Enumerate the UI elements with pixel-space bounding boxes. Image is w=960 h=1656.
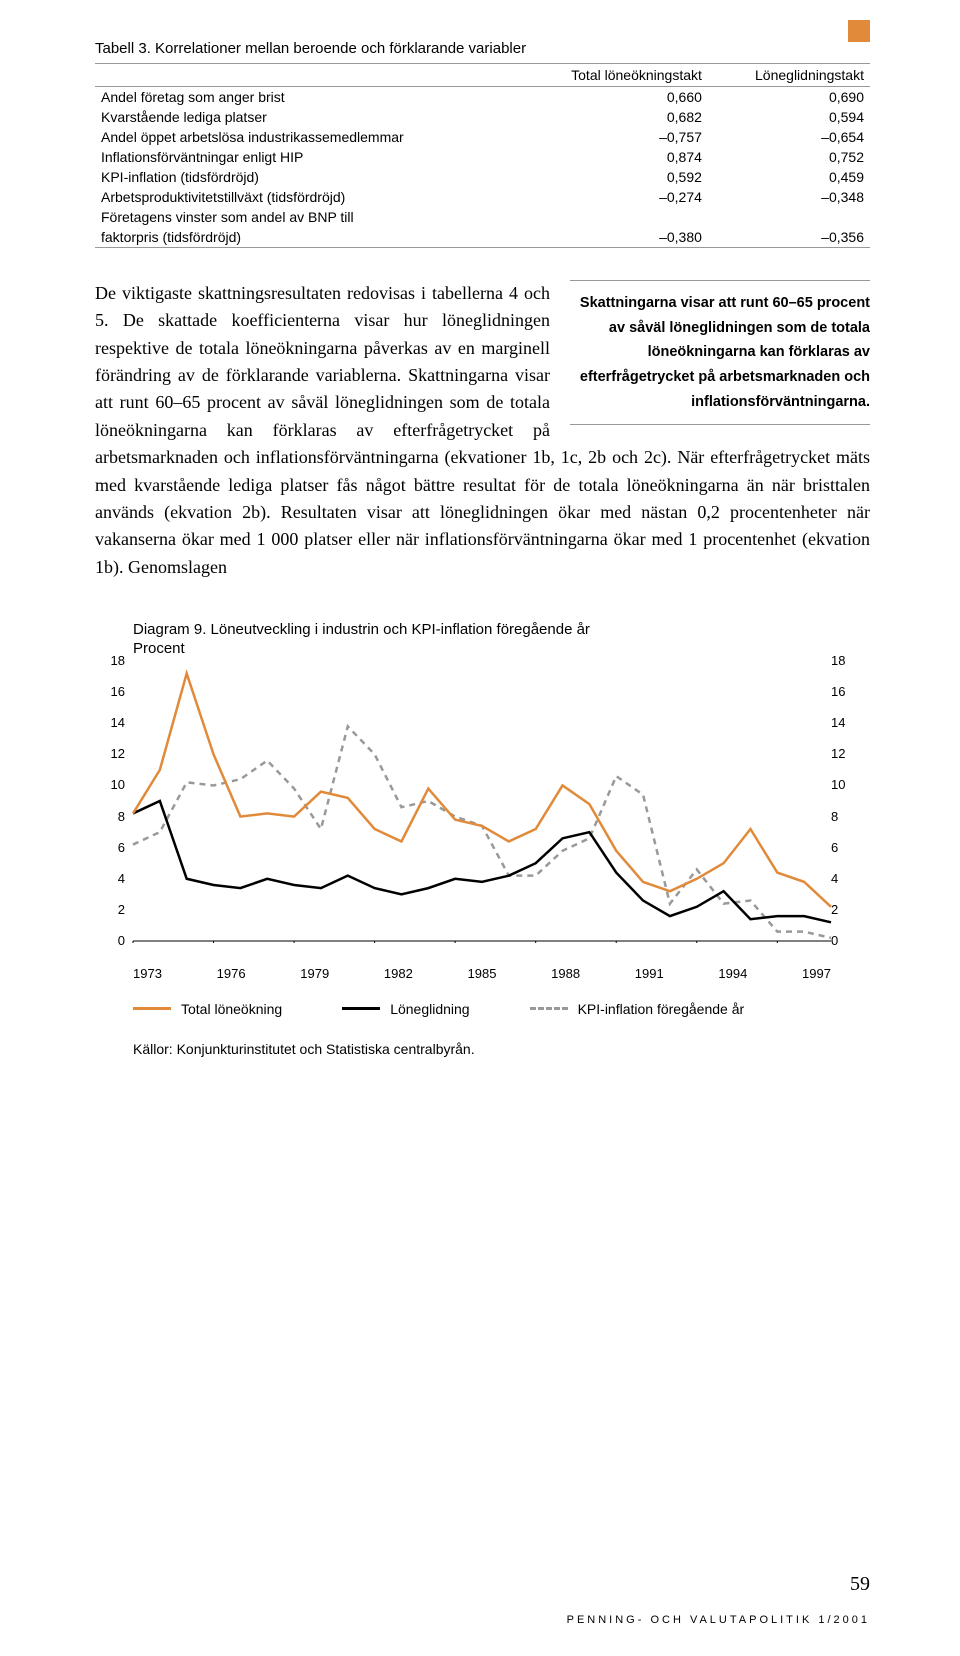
row-label: Andel öppet arbetslösa industrikassemedl… (95, 127, 517, 147)
chart-title: Diagram 9. Löneutveckling i industrin oc… (133, 621, 870, 638)
x-axis-labels: 1973 1976 1979 1982 1985 1988 1991 1994 1997 (133, 966, 831, 981)
row-label: faktorpris (tidsfördröjd) (95, 227, 517, 248)
x-tick-label: 1976 (217, 966, 246, 981)
legend-swatch-total (133, 1007, 171, 1010)
y-tick-left: 12 (95, 746, 125, 761)
table-row: Andel företag som anger brist0,6600,690 (95, 87, 870, 108)
row-value: 0,690 (708, 87, 870, 108)
y-tick-right: 0 (831, 933, 861, 948)
legend-swatch-kpi (530, 1007, 568, 1010)
chart-container: Diagram 9. Löneutveckling i industrin oc… (95, 621, 870, 1057)
y-tick-left: 16 (95, 684, 125, 699)
row-label: Inflationsförväntningar enligt HIP (95, 147, 517, 167)
body-section: Skattningarna visar att runt 60–65 proce… (95, 280, 870, 581)
row-value: 0,459 (708, 167, 870, 187)
x-tick-label: 1985 (468, 966, 497, 981)
x-tick-label: 1991 (635, 966, 664, 981)
legend-total: Total löneökning (133, 1001, 282, 1017)
y-tick-right: 14 (831, 715, 861, 730)
table-row: faktorpris (tidsfördröjd)–0,380–0,356 (95, 227, 870, 248)
y-tick-right: 12 (831, 746, 861, 761)
y-tick-left: 18 (95, 653, 125, 668)
page-number: 59 (850, 1573, 870, 1596)
row-value: 0,752 (708, 147, 870, 167)
row-value: 0,874 (517, 147, 708, 167)
row-label: Kvarstående lediga platser (95, 107, 517, 127)
y-tick-right: 10 (831, 777, 861, 792)
y-tick-left: 4 (95, 871, 125, 886)
legend-label-total: Total löneökning (181, 1001, 282, 1017)
x-tick-label: 1988 (551, 966, 580, 981)
table-row: Arbetsproduktivitetstillväxt (tidsfördrö… (95, 187, 870, 207)
row-value (708, 207, 870, 227)
legend-kpi: KPI-inflation föregående år (530, 1001, 745, 1017)
row-value: 0,660 (517, 87, 708, 108)
table-title: Tabell 3. Korrelationer mellan beroende … (95, 40, 870, 57)
col-blank (95, 64, 517, 87)
callout-box: Skattningarna visar att runt 60–65 proce… (570, 280, 870, 425)
corner-accent (848, 20, 870, 42)
row-value: –0,757 (517, 127, 708, 147)
y-tick-right: 6 (831, 840, 861, 855)
row-value: –0,356 (708, 227, 870, 248)
x-tick-label: 1973 (133, 966, 162, 981)
y-tick-left: 0 (95, 933, 125, 948)
col-total: Total löneökningstakt (517, 64, 708, 87)
row-value: –0,274 (517, 187, 708, 207)
chart-sources: Källor: Konjunkturinstitutet och Statist… (133, 1041, 870, 1057)
table-row: Andel öppet arbetslösa industrikassemedl… (95, 127, 870, 147)
table-row: Inflationsförväntningar enligt HIP0,8740… (95, 147, 870, 167)
y-tick-right: 4 (831, 871, 861, 886)
row-value: –0,380 (517, 227, 708, 248)
x-tick-label: 1997 (802, 966, 831, 981)
chart-legend: Total löneökning Löneglidning KPI-inflat… (133, 1001, 870, 1017)
table-row: Kvarstående lediga platser0,6820,594 (95, 107, 870, 127)
correlation-table: Total löneökningstakt Löneglidningstakt … (95, 63, 870, 248)
row-label: Arbetsproduktivitetstillväxt (tidsfördrö… (95, 187, 517, 207)
x-tick-label: 1979 (300, 966, 329, 981)
page-footer: PENNING- OCH VALUTAPOLITIK 1/2001 (567, 1614, 870, 1626)
legend-label-kpi: KPI-inflation föregående år (578, 1001, 745, 1017)
y-tick-left: 10 (95, 777, 125, 792)
y-tick-left: 8 (95, 809, 125, 824)
row-value: –0,654 (708, 127, 870, 147)
col-glide: Löneglidningstakt (708, 64, 870, 87)
y-tick-right: 18 (831, 653, 861, 668)
chart-svg (95, 661, 861, 943)
chart-subtitle: Procent (133, 640, 870, 657)
x-tick-label: 1994 (718, 966, 747, 981)
y-tick-right: 2 (831, 902, 861, 917)
row-value: 0,682 (517, 107, 708, 127)
table-header-row: Total löneökningstakt Löneglidningstakt (95, 64, 870, 87)
row-value: 0,592 (517, 167, 708, 187)
y-tick-left: 14 (95, 715, 125, 730)
legend-label-glide: Löneglidning (390, 1001, 469, 1017)
row-label: KPI-inflation (tidsfördröjd) (95, 167, 517, 187)
table-row: KPI-inflation (tidsfördröjd)0,5920,459 (95, 167, 870, 187)
x-tick-label: 1982 (384, 966, 413, 981)
row-value: 0,594 (708, 107, 870, 127)
row-label: Andel företag som anger brist (95, 87, 517, 108)
y-tick-right: 8 (831, 809, 861, 824)
legend-glide: Löneglidning (342, 1001, 469, 1017)
legend-swatch-glide (342, 1007, 380, 1010)
table-row: Företagens vinster som andel av BNP till (95, 207, 870, 227)
row-label: Företagens vinster som andel av BNP till (95, 207, 517, 227)
y-tick-left: 2 (95, 902, 125, 917)
row-value: –0,348 (708, 187, 870, 207)
y-tick-left: 6 (95, 840, 125, 855)
row-value (517, 207, 708, 227)
y-tick-right: 16 (831, 684, 861, 699)
chart-plot-area: 0022446688101012121414161618181973197619… (95, 661, 855, 961)
